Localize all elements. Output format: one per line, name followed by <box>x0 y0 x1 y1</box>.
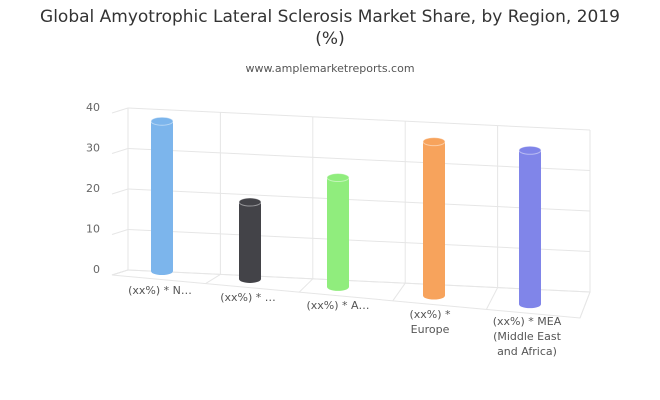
floor-divider <box>205 273 221 285</box>
cylinder <box>239 202 261 283</box>
cylinder <box>423 141 445 300</box>
grid-line <box>127 229 591 252</box>
x-tick-label: (xx%) * N… <box>128 284 192 297</box>
x-tick-label: (xx%) * MEA (Middle East and Africa) <box>492 315 562 358</box>
x-tick-label: (xx%) * Europe <box>409 308 451 336</box>
cylinder <box>327 177 349 291</box>
x-tick-label: (xx%) * A… <box>306 299 370 312</box>
grid-side <box>111 269 129 276</box>
floor-divider <box>485 287 499 310</box>
x-tick-label: (xx%) * … <box>220 291 276 304</box>
cylinder-top <box>422 137 446 147</box>
floor-divider <box>298 278 314 293</box>
cylinder-top <box>326 173 350 183</box>
cylinder-top <box>150 116 174 126</box>
grid-side <box>111 107 129 114</box>
y-tick-label: 20 <box>86 182 100 195</box>
grid-line <box>127 148 591 171</box>
cylinder <box>151 121 173 276</box>
chart-subtitle: www.amplemarketreports.com <box>245 62 415 75</box>
y-tick-label: 40 <box>86 101 100 114</box>
floor-divider <box>579 291 591 319</box>
y-tick-label: 0 <box>93 263 100 276</box>
grid-line <box>127 107 591 131</box>
cylinder <box>519 150 541 309</box>
floor-divider <box>392 282 406 302</box>
grid-side <box>111 229 129 235</box>
grid-line <box>127 188 591 212</box>
y-tick-label: 30 <box>86 142 100 155</box>
grid-line <box>127 269 591 293</box>
grid-side <box>111 188 129 195</box>
cylinder-top <box>518 145 542 155</box>
cylinder-top <box>238 197 262 207</box>
y-tick-label: 10 <box>86 223 100 236</box>
grid-side <box>111 148 129 154</box>
chart-title: Global Amyotrophic Lateral Sclerosis Mar… <box>40 7 620 49</box>
